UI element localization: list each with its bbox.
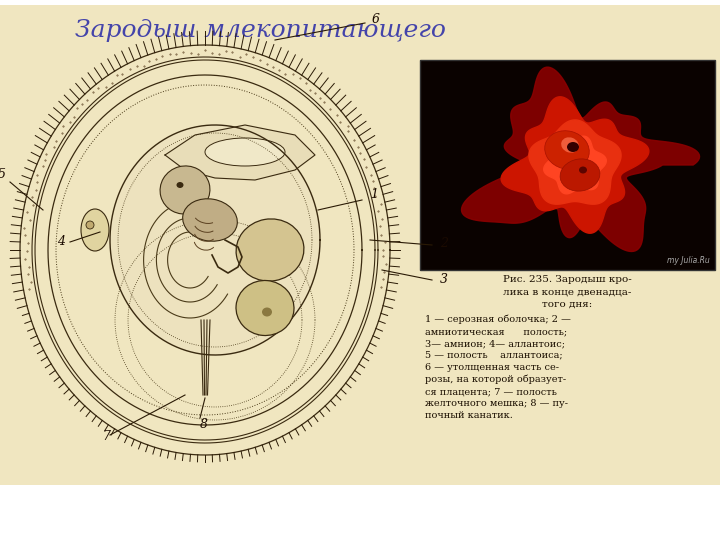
Ellipse shape [561, 137, 579, 153]
Polygon shape [165, 125, 315, 180]
Ellipse shape [236, 219, 304, 281]
Ellipse shape [183, 199, 238, 241]
Text: 4: 4 [57, 235, 65, 248]
Text: 7: 7 [102, 430, 110, 443]
Bar [0, 5, 720, 485]
Polygon shape [544, 136, 606, 194]
Text: my Julia.Ru: my Julia.Ru [667, 256, 710, 265]
Ellipse shape [205, 138, 285, 166]
Bar [420, 60, 715, 270]
Text: 1 — серозная оболочка; 2 —
амниотическая      полость;
3— амнион; 4— аллантоис;
: 1 — серозная оболочка; 2 — амниотическая… [425, 315, 571, 420]
Text: 1: 1 [370, 188, 378, 201]
Text: Рис. 235. Зародыш кро-
лика в конце двенадца-
того дня:: Рис. 235. Зародыш кро- лика в конце двен… [503, 275, 631, 309]
Text: 8: 8 [200, 418, 208, 431]
Text: 3: 3 [440, 273, 448, 286]
Ellipse shape [545, 131, 589, 169]
Ellipse shape [567, 142, 579, 152]
Polygon shape [462, 67, 700, 252]
Polygon shape [110, 125, 320, 355]
Text: 2: 2 [440, 237, 448, 250]
Ellipse shape [160, 166, 210, 214]
Ellipse shape [579, 166, 587, 173]
Ellipse shape [236, 280, 294, 335]
Ellipse shape [560, 159, 600, 191]
Text: 6: 6 [372, 13, 380, 26]
Polygon shape [529, 120, 621, 204]
Ellipse shape [81, 209, 109, 251]
Ellipse shape [176, 182, 184, 188]
Ellipse shape [262, 307, 272, 316]
Ellipse shape [86, 221, 94, 229]
Text: Зародыш млекопитающего: Зародыш млекопитающего [75, 18, 446, 42]
Polygon shape [501, 97, 649, 233]
Text: 5: 5 [0, 168, 6, 181]
